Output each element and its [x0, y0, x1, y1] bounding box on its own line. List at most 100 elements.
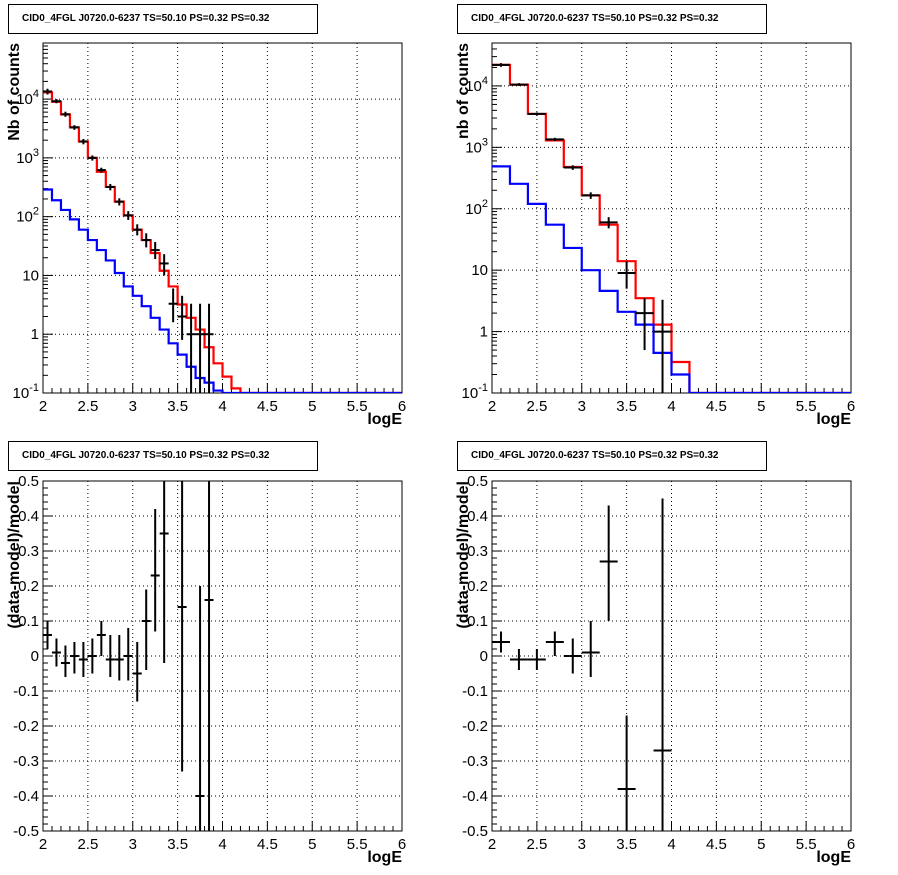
x-tick-label: 4	[218, 398, 226, 415]
data-point	[43, 88, 52, 95]
data-point	[43, 621, 52, 649]
data-point	[581, 192, 600, 199]
y-tick-label: 10	[471, 262, 488, 279]
x-axis-title: logE	[367, 411, 402, 428]
chart-title-bottom-right: CID0_4FGL J0720.0-6237 TS=50.10 PS=0.32 …	[457, 441, 767, 471]
data-point	[617, 261, 636, 289]
x-axis-ticks	[42, 821, 403, 831]
source-model-histogram	[43, 188, 402, 393]
y-tick-label: -0.4	[462, 788, 488, 805]
y-tick-label: 0.3	[467, 543, 488, 560]
y-tick-label: 0	[31, 648, 39, 665]
data-point	[509, 649, 528, 670]
x-tick-label: 2.5	[526, 836, 547, 853]
x-tick-label: 6	[847, 398, 855, 415]
data-point	[96, 621, 106, 656]
data-point	[159, 254, 169, 276]
y-axis-title: Nb of counts	[6, 43, 23, 141]
x-tick-label: 3	[578, 836, 586, 853]
x-tick-label: 5.5	[347, 398, 368, 415]
plot-area	[492, 498, 672, 831]
data-point	[195, 586, 205, 831]
x-tick-label: 4	[667, 836, 675, 853]
y-tick-label: 0.5	[18, 473, 39, 490]
x-tick-label: 5.5	[347, 836, 368, 853]
data-point	[653, 498, 672, 831]
y-tick-label: -0.2	[13, 718, 39, 735]
plot-area	[43, 88, 402, 393]
panel-counts-right: 2 2.5 3 3.5 4 4.5 5 5.5 6 10-1 1 10 102 103 104 logE nb …	[455, 42, 855, 428]
x-axis-ticks	[491, 821, 852, 831]
data-point	[635, 298, 654, 351]
x-axis-title: logE	[367, 849, 402, 866]
data-point	[563, 638, 582, 674]
y-tick-label: 0.3	[18, 543, 39, 560]
data-point	[186, 303, 196, 393]
data-point	[653, 299, 672, 393]
x-tick-label: 2.5	[77, 836, 98, 853]
data-point	[60, 111, 70, 117]
x-tick-label: 6	[398, 836, 406, 853]
x-tick-label: 4.5	[706, 398, 727, 415]
y-axis-ticks	[492, 480, 502, 832]
x-tick-label: 2	[39, 398, 47, 415]
y-tick-label: -0.5	[13, 823, 39, 840]
x-tick-label: 3.5	[167, 398, 188, 415]
data-point	[150, 509, 160, 632]
y-tick-label: 0.2	[467, 578, 488, 595]
data-point	[545, 631, 564, 656]
y-tick-label: 0.5	[467, 473, 488, 490]
data-point	[581, 621, 600, 677]
y-tick-label: 0.1	[467, 613, 488, 630]
data-point	[177, 295, 187, 340]
y-tick-label: 0	[480, 648, 488, 665]
plot-area	[43, 481, 214, 831]
y-tick-label: -0.5	[462, 823, 488, 840]
x-tick-label: 5	[308, 398, 316, 415]
data-point	[177, 481, 187, 772]
y-axis-title: (data-model)/model	[455, 481, 472, 629]
data-point	[60, 645, 70, 677]
x-tick-label: 4	[218, 836, 226, 853]
data-point	[78, 642, 88, 677]
y-tick-label: -0.3	[13, 753, 39, 770]
y-tick-label: 0.1	[18, 613, 39, 630]
y-tick-label: -0.2	[462, 718, 488, 735]
x-tick-label: 3.5	[616, 398, 637, 415]
data-point	[617, 715, 636, 831]
chart-title-bottom-left: CID0_4FGL J0720.0-6237 TS=50.10 PS=0.32 …	[8, 441, 318, 471]
y-tick-label: -0.3	[462, 753, 488, 770]
data-point	[123, 628, 133, 681]
x-tick-label: 5	[757, 836, 765, 853]
data-point	[132, 642, 142, 702]
panel-counts-left: 2 2.5 3 3.5 4 4.5 5 5.5 6 10-1 1 10 102 103 104 logE Nb …	[6, 42, 406, 428]
data-point	[69, 642, 79, 674]
y-tick-label: 0.4	[467, 508, 488, 525]
x-tick-label: 4.5	[706, 836, 727, 853]
panel-residuals-right: 2 2.5 3 3.5 4 4.5 5 5.5 6 -0.5 -0.4 -0.3 -0.2 -0.1 0 0.…	[455, 473, 855, 866]
data-point	[114, 635, 124, 681]
grid	[492, 481, 851, 831]
data-point	[69, 125, 79, 130]
x-tick-label: 5.5	[796, 398, 817, 415]
x-tick-label: 3	[129, 836, 137, 853]
total-model-histogram	[492, 63, 851, 393]
data-point	[123, 211, 133, 220]
data-point	[114, 198, 124, 206]
y-tick-label: 104	[16, 88, 39, 108]
data-point	[51, 99, 61, 104]
data-point	[105, 183, 115, 191]
y-tick-label: 0.2	[18, 578, 39, 595]
source-model-histogram	[492, 165, 851, 393]
y-tick-label: 103	[465, 136, 488, 156]
plot-area	[492, 63, 851, 393]
data-point	[51, 638, 61, 667]
x-axis-title: logE	[816, 849, 851, 866]
data-point	[527, 112, 546, 116]
data-point	[195, 303, 205, 393]
data-point	[599, 217, 618, 229]
x-tick-label: 2	[488, 398, 496, 415]
x-tick-label: 5	[308, 836, 316, 853]
x-tick-label: 3	[129, 398, 137, 415]
